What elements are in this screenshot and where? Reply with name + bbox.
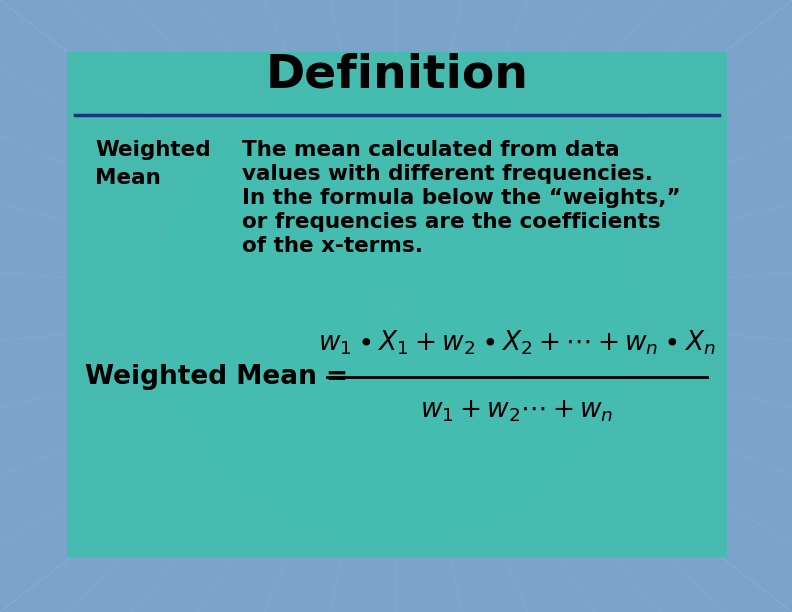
Text: values with different frequencies.: values with different frequencies. [242,164,653,184]
Text: Definition: Definition [265,53,528,97]
Text: of the x-terms.: of the x-terms. [242,236,423,256]
Text: $\mathbf{\mathit{w_1 + w_2 \cdots + w_n}}$: $\mathbf{\mathit{w_1 + w_2 \cdots + w_n}… [421,398,614,424]
Text: Weighted Mean =: Weighted Mean = [85,364,348,390]
Text: $\mathbf{\mathit{w_1 \bullet X_1 + w_2 \bullet X_2 + \cdots + w_n \bullet X_n}}$: $\mathbf{\mathit{w_1 \bullet X_1 + w_2 \… [318,329,716,357]
Text: In the formula below the “weights,”: In the formula below the “weights,” [242,188,680,208]
Circle shape [156,66,636,546]
Text: Weighted
Mean: Weighted Mean [95,140,211,188]
FancyBboxPatch shape [67,52,727,557]
Text: The mean calculated from data: The mean calculated from data [242,140,619,160]
Text: or frequencies are the coefficients: or frequencies are the coefficients [242,212,661,232]
